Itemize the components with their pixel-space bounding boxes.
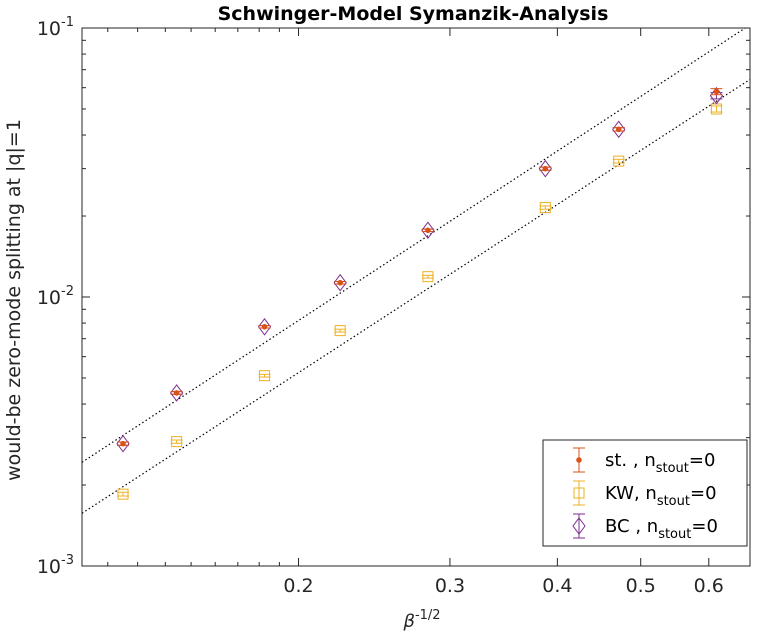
data-point bbox=[422, 271, 434, 283]
legend-marker bbox=[572, 517, 586, 535]
legend-box bbox=[542, 439, 748, 547]
legend-marker bbox=[576, 457, 582, 463]
legend-entry: BC , nstout=0 bbox=[572, 513, 718, 542]
data-point bbox=[120, 440, 126, 447]
x-axis-label-base: β bbox=[402, 611, 415, 632]
y-tick-label: 10-3 bbox=[37, 553, 74, 578]
fit-line-2 bbox=[82, 78, 750, 514]
legend-label: st. , nstout=0 bbox=[605, 450, 715, 476]
data-point bbox=[337, 279, 343, 286]
legend-label: BC , nstout=0 bbox=[605, 516, 718, 542]
data-point bbox=[713, 88, 720, 95]
chart-title: Schwinger-Model Symanzik-Analysis bbox=[218, 3, 609, 25]
data-point bbox=[116, 434, 130, 453]
x-axis-label: β-1/2 bbox=[402, 608, 440, 632]
data-point bbox=[259, 370, 271, 382]
x-tick-label: 0.2 bbox=[283, 575, 313, 597]
x-tick-label: 0.4 bbox=[542, 575, 572, 597]
series-square bbox=[117, 103, 723, 500]
legend-entry: KW, nstout=0 bbox=[573, 480, 717, 509]
data-point bbox=[542, 165, 549, 172]
data-point bbox=[539, 202, 551, 214]
y-axis-label: would-be zero-mode splitting at |q|=1 bbox=[3, 119, 25, 481]
series-dot bbox=[117, 88, 723, 447]
x-tick-label: 0.3 bbox=[435, 575, 465, 597]
data-point bbox=[421, 221, 435, 240]
data-point bbox=[173, 390, 180, 396]
fit-line-1 bbox=[82, 28, 747, 463]
data-point bbox=[117, 488, 129, 500]
legend-entry: st. , nstout=0 bbox=[573, 447, 715, 476]
data-point bbox=[261, 323, 268, 330]
legend-label: KW, nstout=0 bbox=[605, 483, 717, 509]
data-point bbox=[709, 86, 724, 105]
y-tick-label: 10-1 bbox=[37, 15, 74, 40]
data-point bbox=[538, 159, 552, 178]
legend-marker bbox=[573, 487, 585, 499]
data-point bbox=[334, 325, 346, 337]
data-point bbox=[612, 120, 626, 139]
data-point bbox=[170, 384, 184, 402]
data-point bbox=[615, 126, 622, 133]
x-tick-label: 0.5 bbox=[626, 575, 656, 597]
data-point bbox=[171, 436, 183, 448]
x-tick-label: 0.6 bbox=[694, 575, 724, 597]
y-tick-label: 10-2 bbox=[37, 284, 74, 309]
x-axis-label-exp: -1/2 bbox=[415, 608, 441, 623]
data-point bbox=[257, 317, 272, 336]
data-point bbox=[425, 227, 431, 234]
data-point bbox=[613, 155, 625, 167]
data-point bbox=[333, 273, 347, 292]
